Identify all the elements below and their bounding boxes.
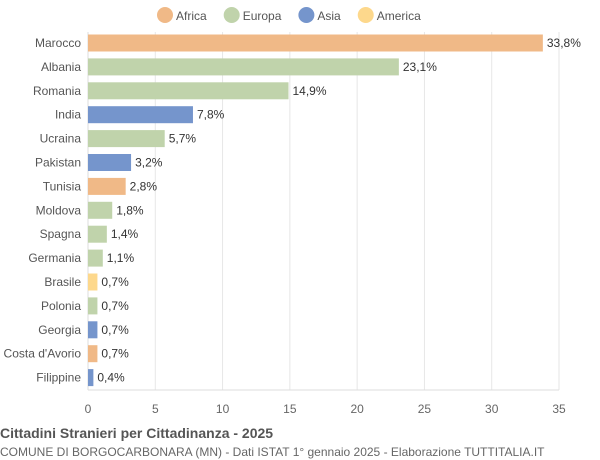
bar [88, 58, 399, 76]
x-tick-label: 0 [85, 402, 92, 416]
category-label: Moldova [36, 203, 82, 217]
category-label: Filippine [36, 371, 81, 385]
chart-title: Cittadini Stranieri per Cittadinanza - 2… [0, 425, 274, 441]
category-label: Polonia [41, 299, 81, 313]
data-label: 23,1% [403, 60, 437, 74]
category-label: Albania [41, 60, 81, 74]
category-label: Ucraina [40, 132, 82, 146]
legend-label: Africa [176, 9, 207, 23]
data-label: 0,4% [97, 371, 125, 385]
data-label: 1,4% [111, 227, 139, 241]
category-label: Romania [33, 84, 81, 98]
data-label: 5,7% [169, 132, 197, 146]
data-label: 1,8% [116, 203, 144, 217]
bar [88, 297, 98, 315]
x-tick-label: 5 [152, 402, 159, 416]
bar [88, 34, 543, 52]
bar [88, 130, 165, 148]
category-label: Spagna [40, 227, 82, 241]
bar [88, 154, 132, 171]
category-label: Tunisia [43, 179, 82, 193]
category-label: India [55, 108, 81, 122]
category-label: Brasile [44, 275, 81, 289]
chart-subtitle: COMUNE DI BORGOCARBONARA (MN) - Dati IST… [0, 445, 545, 459]
x-tick-label: 25 [418, 402, 432, 416]
category-label: Marocco [35, 36, 81, 50]
data-label: 0,7% [101, 275, 129, 289]
bar [88, 82, 289, 100]
data-label: 2,8% [130, 179, 158, 193]
data-label: 7,8% [197, 108, 225, 122]
bar [88, 201, 113, 219]
bar-chart: 0 5 10 15 20 25 30 35 Marocco 33,8% Albania 23,1% Ro… [4, 7, 581, 416]
legend-label: Europa [243, 9, 282, 23]
bar [88, 106, 193, 124]
category-label: Georgia [38, 323, 81, 337]
x-tick-label: 10 [216, 402, 230, 416]
data-label: 3,2% [135, 156, 163, 170]
bar [88, 225, 107, 243]
category-label: Germania [28, 251, 81, 265]
category-label: Costa d'Avorio [4, 347, 82, 361]
x-tick-label: 20 [350, 402, 364, 416]
legend-marker [157, 7, 173, 23]
legend-marker [298, 7, 315, 23]
bar [88, 249, 103, 267]
legend-marker [357, 7, 374, 23]
legend-marker [223, 7, 240, 23]
bar [88, 345, 98, 363]
bar [88, 369, 94, 387]
data-label: 1,1% [107, 251, 135, 265]
bar [88, 273, 98, 291]
x-tick-label: 35 [552, 402, 566, 416]
data-label: 14,9% [293, 84, 327, 98]
category-label: Pakistan [35, 156, 81, 170]
data-label: 0,7% [101, 323, 129, 337]
bar [88, 321, 98, 339]
data-label: 33,8% [547, 36, 581, 50]
legend-label: America [377, 9, 421, 23]
legend-label: Asia [317, 9, 341, 23]
x-tick-label: 15 [283, 402, 297, 416]
x-tick-label: 30 [485, 402, 499, 416]
data-label: 0,7% [101, 299, 129, 313]
data-label: 0,7% [101, 347, 129, 361]
bar [88, 177, 126, 195]
